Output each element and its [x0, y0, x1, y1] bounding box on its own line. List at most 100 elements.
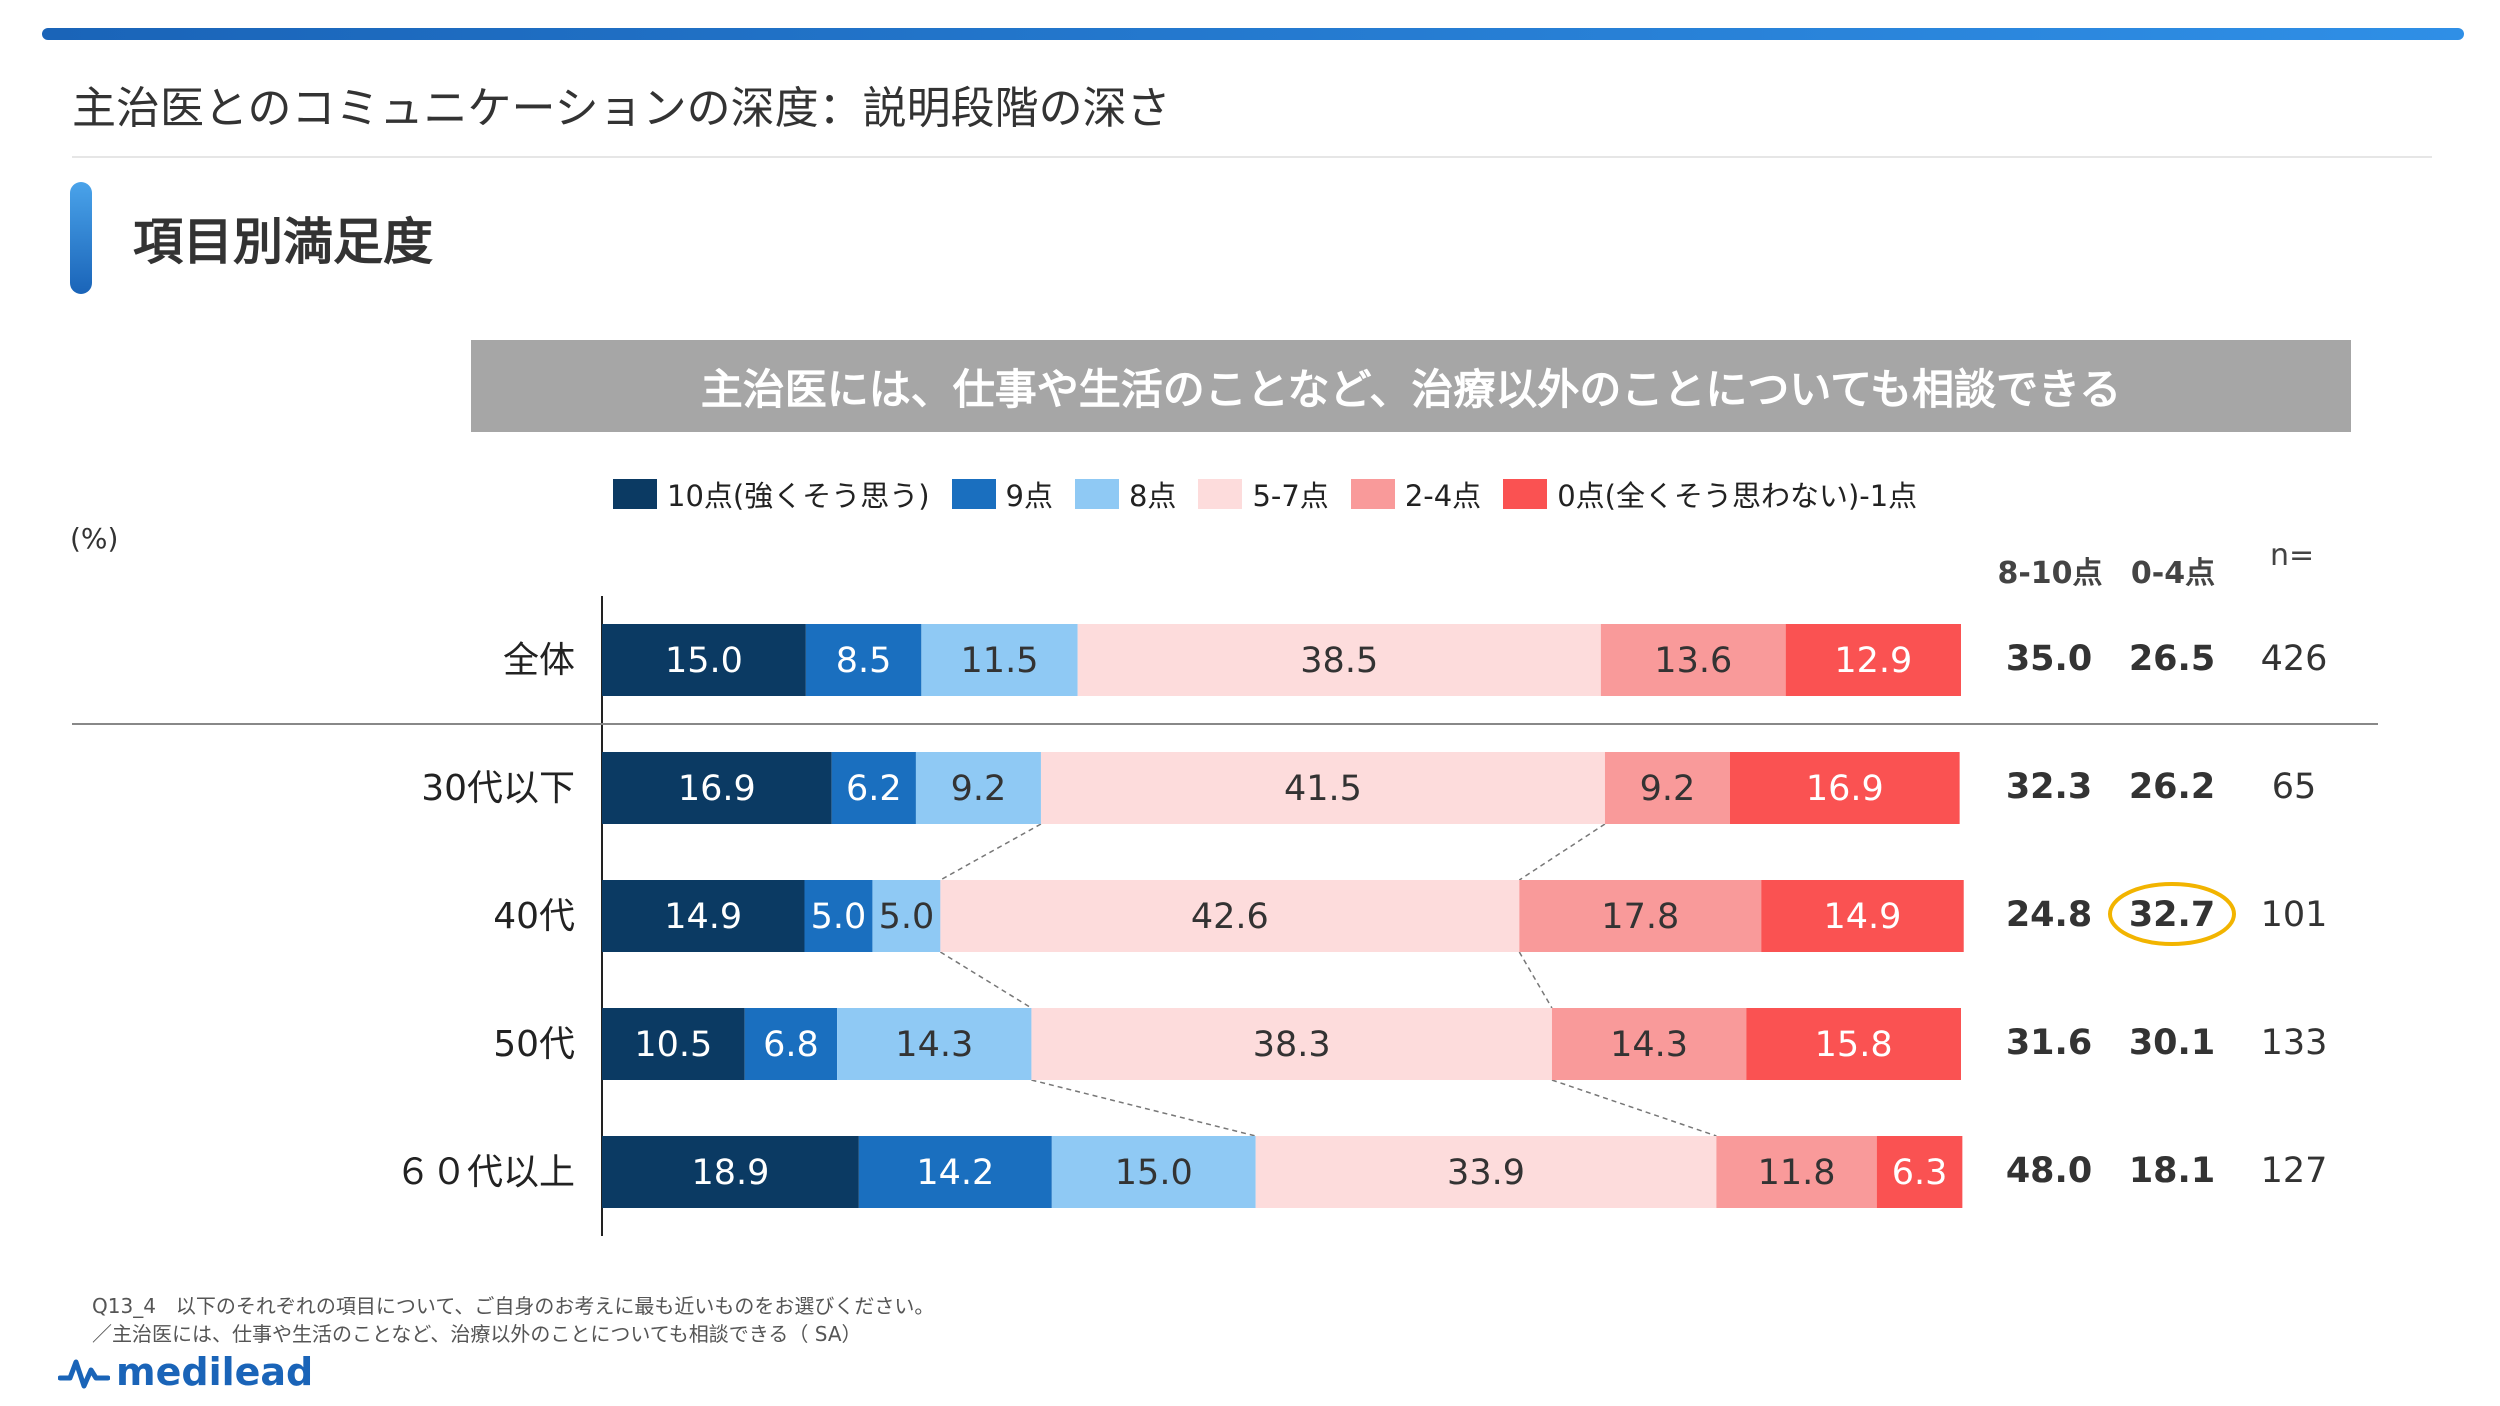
bar-segment — [602, 1008, 745, 1080]
data-label: 6.3 — [1892, 1153, 1948, 1193]
high-score-value: 32.3 — [2006, 767, 2092, 807]
data-label: 15.8 — [1815, 1025, 1893, 1065]
chart-legend: 10点(強くそう思う) 9点 8点 5-7点 2-4点 0点(全くそう思わない)-1点 — [613, 474, 1939, 514]
sample-size-value: 133 — [2261, 1023, 2328, 1063]
data-label: 18.9 — [691, 1153, 769, 1193]
data-label: 14.2 — [916, 1153, 994, 1193]
low-score-value: 18.1 — [2129, 1151, 2215, 1191]
sample-size-value: 65 — [2272, 767, 2317, 807]
bar-segment — [858, 1136, 1052, 1208]
col-header-low: 0-4点 — [2130, 556, 2216, 591]
legend-item: 9点 — [951, 473, 1053, 515]
col-header-n: n= — [2270, 538, 2315, 573]
data-label: 5.0 — [879, 897, 935, 937]
connector-line — [1031, 1079, 1256, 1137]
bar-segment — [1551, 1008, 1747, 1080]
data-label: 38.3 — [1253, 1025, 1331, 1065]
footnote-line-2: ／主治医には、仕事や生活のことなど、治療以外のことについても相談できる（ SA） — [92, 1322, 862, 1346]
data-label: 16.9 — [678, 769, 756, 809]
legend-item: 0点(全くそう思わない)-1点 — [1503, 473, 1917, 515]
data-label: 6.8 — [763, 1025, 819, 1065]
connector-line — [940, 823, 1042, 881]
data-label: 9.2 — [951, 769, 1007, 809]
section-accent-bar — [70, 182, 92, 294]
bar-segment — [1604, 752, 1730, 824]
bar-segment — [805, 624, 922, 696]
connector-line — [1518, 951, 1553, 1009]
bar-segment — [831, 752, 916, 824]
bar-segment — [1031, 1008, 1552, 1080]
legend-swatch — [951, 479, 996, 509]
col-header-high: 8-10点 — [1997, 556, 2103, 591]
legend-item: 5-7点 — [1198, 473, 1329, 515]
data-label: 41.5 — [1284, 769, 1362, 809]
legend-label: 10点(強くそう思う) — [667, 479, 930, 513]
bar-segment — [1716, 1136, 1877, 1208]
legend-label: 2-4点 — [1404, 479, 1482, 513]
category-label: 40代 — [493, 896, 575, 937]
data-label: 42.6 — [1191, 897, 1269, 937]
sample-size-value: 127 — [2261, 1151, 2328, 1191]
legend-item: 8点 — [1074, 473, 1176, 515]
connector-line — [1551, 1079, 1717, 1137]
question-banner: 主治医には、仕事や生活のことなど、治療以外のことについても相談できる — [471, 340, 2351, 432]
highlight-circle — [2108, 882, 2236, 946]
high-score-value: 31.6 — [2006, 1023, 2092, 1063]
page-title: 主治医とのコミュニケーションの深度：説明段階の深さ — [72, 83, 1171, 134]
bar-segment — [872, 880, 941, 952]
top-accent-bar — [42, 28, 2464, 40]
bar-segment — [837, 1008, 1032, 1080]
bar-segment — [1761, 880, 1964, 952]
sample-size-value: 101 — [2261, 895, 2328, 935]
bar-segment — [915, 752, 1041, 824]
data-label: 5.0 — [811, 897, 867, 937]
data-label: 15.0 — [665, 641, 743, 681]
data-label: 15.0 — [1115, 1153, 1193, 1193]
legend-swatch — [613, 479, 657, 509]
data-label: 14.9 — [1824, 897, 1902, 937]
low-score-value: 32.7 — [2129, 895, 2215, 935]
bar-segment — [1600, 624, 1786, 696]
data-label: 12.9 — [1834, 641, 1912, 681]
connector-line — [939, 951, 1032, 1009]
bar-segment — [1519, 880, 1762, 952]
legend-label: 9点 — [1005, 479, 1053, 513]
low-score-value: 30.1 — [2129, 1023, 2215, 1063]
title-divider — [72, 156, 2432, 158]
legend-swatch — [1503, 479, 1548, 509]
data-label: 10.5 — [634, 1025, 712, 1065]
bar-segment — [1746, 1008, 1961, 1080]
data-label: 14.3 — [895, 1025, 973, 1065]
section-title: 項目別満足度 — [133, 213, 433, 271]
data-label: 8.5 — [836, 641, 892, 681]
bar-segment — [602, 624, 806, 696]
bar-segment — [1051, 1136, 1256, 1208]
category-label: 50代 — [493, 1024, 575, 1065]
data-label: 11.5 — [961, 641, 1039, 681]
category-label: 30代以下 — [421, 768, 575, 809]
bar-segment — [1255, 1136, 1717, 1208]
data-label: 9.2 — [1640, 769, 1696, 809]
bar-segment — [1876, 1136, 1963, 1208]
connector-line — [1518, 823, 1606, 881]
pulse-logo-icon — [58, 1359, 110, 1389]
high-score-value: 48.0 — [2006, 1151, 2092, 1191]
bar-segment — [940, 880, 1520, 952]
high-score-value: 35.0 — [2006, 639, 2092, 679]
bar-segment — [1040, 752, 1605, 824]
legend-swatch — [1350, 479, 1395, 509]
legend-item: 10点(強くそう思う) — [613, 473, 930, 515]
bar-segment — [1077, 624, 1601, 696]
footnote-line-1: Q13_4 以下のそれぞれの項目について、ご自身のお考えに最も近いものをお選びく… — [92, 1294, 935, 1318]
footnote: Q13_4 以下のそれぞれの項目について、ご自身のお考えに最も近いものをお選びく… — [92, 1292, 934, 1348]
legend-label: 0点(全くそう思わない)-1点 — [1557, 479, 1918, 513]
data-label: 33.9 — [1447, 1153, 1525, 1193]
category-label: ６０代以上 — [395, 1152, 575, 1193]
data-label: 16.9 — [1806, 769, 1884, 809]
legend-swatch — [1198, 479, 1243, 509]
data-label: 11.8 — [1758, 1153, 1836, 1193]
bar-segment — [1729, 752, 1960, 824]
data-label: 6.2 — [846, 769, 902, 809]
bar-segment — [602, 880, 805, 952]
